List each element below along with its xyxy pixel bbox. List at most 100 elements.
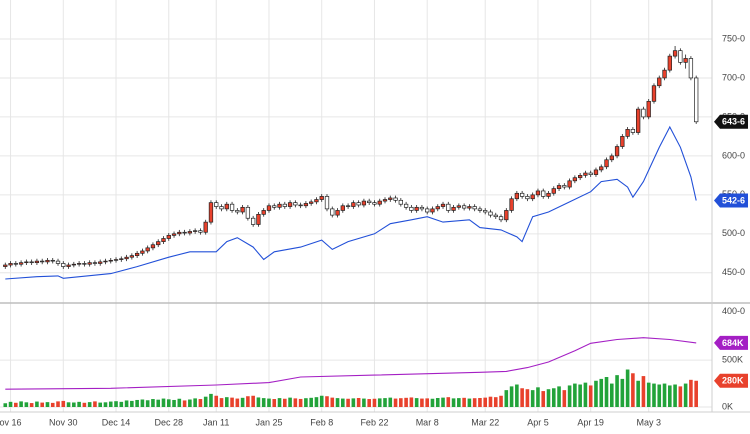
candle-body bbox=[425, 208, 430, 213]
volume-bar bbox=[420, 398, 424, 407]
candle-body bbox=[245, 206, 251, 219]
x-tick-label: Feb 8 bbox=[310, 417, 333, 427]
candle-body bbox=[672, 50, 678, 57]
candle-body bbox=[251, 217, 256, 225]
volume-bar bbox=[103, 402, 108, 407]
candle-body bbox=[134, 252, 140, 256]
candle-body bbox=[166, 235, 171, 239]
candle-body bbox=[124, 256, 129, 260]
candle-body bbox=[519, 192, 525, 197]
volume-bar bbox=[641, 376, 646, 407]
volume-bar bbox=[578, 384, 582, 407]
candle-body bbox=[662, 69, 667, 79]
volume-bar bbox=[246, 396, 250, 407]
volume-bar bbox=[151, 399, 155, 407]
volume-bar bbox=[467, 398, 472, 407]
candle-body bbox=[361, 200, 367, 206]
candle-body bbox=[55, 260, 61, 264]
candle-body bbox=[261, 210, 266, 215]
volume-bar bbox=[631, 373, 635, 407]
candle-body bbox=[277, 203, 282, 208]
candle-body bbox=[119, 258, 124, 260]
candle-body bbox=[3, 264, 8, 267]
candle-body bbox=[345, 205, 351, 207]
volume-bar bbox=[520, 388, 524, 407]
candle-body bbox=[182, 231, 187, 234]
volume-bar bbox=[594, 380, 598, 407]
candle-body bbox=[678, 50, 683, 63]
candle-body bbox=[562, 185, 567, 188]
volume-bar bbox=[341, 398, 345, 407]
volume-bar bbox=[441, 397, 445, 407]
volume-bar bbox=[399, 398, 403, 407]
volume-bar bbox=[166, 399, 171, 407]
candle-body bbox=[282, 203, 287, 207]
volume-bar bbox=[224, 397, 229, 407]
volume-bar bbox=[483, 397, 488, 407]
candle-body bbox=[198, 230, 203, 233]
candle-body bbox=[34, 260, 40, 264]
candle-body bbox=[87, 262, 92, 265]
y-tick-label: 750-0 bbox=[722, 33, 745, 43]
candle-body bbox=[214, 202, 219, 207]
volume-bar bbox=[283, 398, 287, 407]
volume-bar bbox=[356, 398, 361, 407]
candle-body bbox=[24, 261, 29, 264]
candle-body bbox=[504, 210, 509, 221]
volume-bar bbox=[689, 379, 693, 407]
volume-bar bbox=[35, 401, 39, 407]
candle-body bbox=[219, 206, 224, 210]
candle-body bbox=[625, 129, 630, 137]
candle-body bbox=[240, 206, 245, 213]
candle-body bbox=[451, 206, 456, 211]
volume-bar bbox=[557, 386, 561, 407]
volume-bar bbox=[56, 401, 60, 407]
candle-body bbox=[192, 230, 198, 232]
volume-bar bbox=[29, 403, 34, 407]
volume-bar bbox=[414, 398, 419, 407]
volume-bar bbox=[573, 383, 577, 407]
candle-body bbox=[29, 261, 34, 264]
candle-body bbox=[82, 263, 87, 265]
candle-body bbox=[419, 206, 425, 210]
volume-bar bbox=[77, 401, 81, 407]
volume-bar bbox=[251, 395, 255, 407]
volume-bar bbox=[288, 397, 292, 407]
volume-bar bbox=[499, 395, 503, 407]
candle-body bbox=[129, 255, 135, 258]
x-tick-label: Mar 22 bbox=[471, 417, 499, 427]
volume-bar bbox=[256, 397, 261, 407]
candle-body bbox=[203, 221, 208, 233]
candle-body bbox=[514, 192, 520, 200]
volume-bar bbox=[372, 398, 377, 407]
candle-body bbox=[335, 210, 340, 216]
candle-body bbox=[630, 129, 636, 133]
x-tick-label: Nov 30 bbox=[49, 417, 78, 427]
volume-bar bbox=[124, 400, 129, 407]
volume-bar bbox=[82, 402, 87, 407]
candle-body bbox=[593, 169, 599, 175]
candle-body bbox=[577, 175, 583, 179]
y-tick-label: 500-0 bbox=[722, 228, 745, 238]
volume-bar bbox=[182, 400, 187, 407]
volume-bar bbox=[119, 401, 124, 407]
y-tick-label: 500K bbox=[722, 355, 743, 365]
volume-bar bbox=[319, 395, 324, 407]
volume-bar bbox=[425, 398, 429, 407]
candle-body bbox=[556, 185, 562, 189]
volume-bar bbox=[683, 383, 688, 407]
candle-body bbox=[372, 202, 377, 205]
volume-bar bbox=[430, 398, 435, 407]
candle-body bbox=[546, 192, 551, 197]
value-tag bbox=[714, 193, 748, 208]
volume-bar bbox=[19, 401, 23, 407]
volume-bar bbox=[240, 397, 245, 407]
x-tick-label: Jan 25 bbox=[255, 417, 282, 427]
volume-bar bbox=[203, 396, 208, 407]
volume-bar bbox=[678, 386, 683, 407]
candle-body bbox=[161, 238, 166, 242]
candle-body bbox=[171, 233, 177, 236]
volume-bar bbox=[351, 398, 356, 407]
volume-bar bbox=[8, 401, 13, 407]
